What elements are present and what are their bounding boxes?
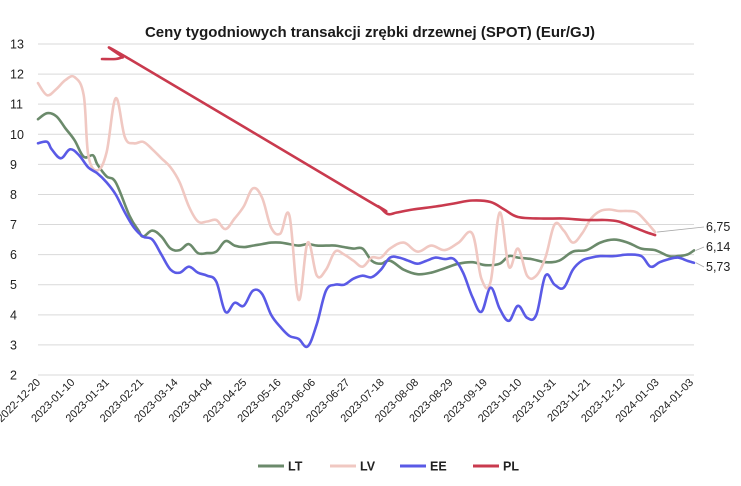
legend-label-lv: LV bbox=[360, 460, 376, 474]
series-line-pl bbox=[100, 46, 657, 237]
y-tick-label: 9 bbox=[10, 158, 17, 172]
series-lines bbox=[36, 46, 696, 349]
series-line-lt bbox=[36, 111, 696, 276]
y-tick-label: 10 bbox=[10, 128, 24, 142]
chart-title: Ceny tygodniowych transakcji zrębki drze… bbox=[145, 24, 595, 41]
y-tick-label: 13 bbox=[10, 38, 24, 52]
legend-label-ee: EE bbox=[430, 460, 447, 474]
end-label-lt: 6,14 bbox=[706, 240, 730, 254]
y-tick-label: 7 bbox=[10, 218, 17, 232]
series-line-lv bbox=[36, 74, 657, 302]
y-tick-label: 4 bbox=[10, 308, 17, 322]
end-value-labels: 6,75 6,14 5,73 bbox=[657, 220, 730, 274]
legend-label-pl: PL bbox=[503, 460, 519, 474]
end-label-lv: 6,75 bbox=[706, 220, 730, 234]
y-tick-label: 11 bbox=[10, 98, 23, 112]
y-tick-label: 5 bbox=[10, 278, 17, 292]
end-label-ee: 5,73 bbox=[706, 260, 730, 274]
y-axis-ticks: 2 3 4 5 6 7 8 9 10 11 12 13 bbox=[10, 38, 24, 383]
y-tick-label: 8 bbox=[10, 188, 17, 202]
y-tick-label: 2 bbox=[10, 369, 17, 383]
legend-label-lt: LT bbox=[288, 460, 303, 474]
x-axis-ticks: 2022-12-202023-01-102023-01-312023-02-21… bbox=[0, 377, 696, 425]
end-label-leader bbox=[695, 262, 705, 268]
grid-lines bbox=[38, 43, 694, 376]
y-tick-label: 3 bbox=[10, 338, 17, 352]
y-tick-label: 12 bbox=[10, 68, 24, 82]
legend: LT LV EE PL bbox=[258, 460, 519, 474]
end-label-leader bbox=[657, 226, 705, 233]
series-line-ee bbox=[36, 140, 696, 349]
end-label-leader bbox=[695, 246, 705, 251]
y-tick-label: 6 bbox=[10, 248, 17, 262]
